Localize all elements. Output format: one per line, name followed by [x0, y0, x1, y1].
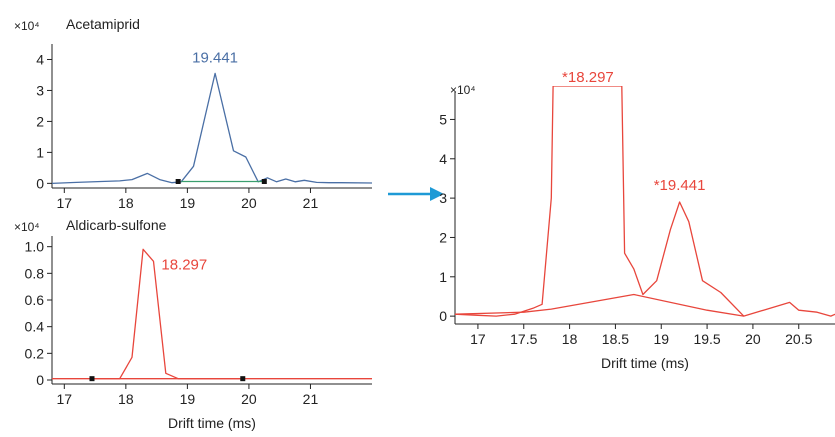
x-tick-label: 19.5 [693, 331, 720, 347]
aldicarb-series [52, 248, 372, 380]
aldicarb-sulfone-chart: ×10⁴ Aldicarb-sulfone 0 0.2 0.4 0.6 0.8 1.0 1… [14, 217, 372, 431]
series-line [52, 248, 372, 380]
y-tick-label: 0.2 [25, 345, 45, 361]
overlay-annotations: *18.297 *19.441 [562, 69, 705, 194]
y-tick-label: 0.4 [25, 319, 45, 335]
x-tick-label: 17.5 [510, 331, 537, 347]
x-tick-label: 18 [562, 331, 578, 347]
y-tick-label: 4 [439, 151, 447, 167]
aldicarb-y-ticks: 0 0.2 0.4 0.6 0.8 1.0 [25, 239, 52, 388]
peak-label: 19.441 [192, 50, 238, 67]
series-line [51, 72, 373, 185]
acetamiprid-chart: ×10⁴ Acetamiprid 0 1 2 3 4 17 18 19 20 21 19.441 [14, 16, 373, 211]
series-line [455, 293, 744, 317]
peak-label: *18.297 [562, 69, 614, 86]
x-tick-label: 18 [118, 195, 134, 211]
x-tick-label: 17 [57, 391, 73, 407]
overlay-exponent-label: ×10⁴ [450, 83, 476, 97]
acetamiprid-series [51, 72, 373, 185]
integration-marker [175, 178, 181, 184]
acetamiprid-y-ticks: 0 1 2 3 4 [36, 51, 52, 191]
integration-marker [261, 178, 267, 184]
acetamiprid-compound-label: Acetamiprid [66, 16, 140, 32]
right-arrow-icon [388, 187, 444, 201]
y-tick-label: 5 [439, 111, 447, 127]
integration-marker [240, 376, 246, 382]
y-tick-label: 0 [36, 175, 44, 191]
aldicarb-x-axis-label: Drift time (ms) [168, 415, 256, 431]
x-tick-label: 20 [241, 195, 257, 211]
x-tick-label: 20.5 [785, 331, 812, 347]
x-tick-label: 18 [118, 391, 134, 407]
acetamiprid-markers [175, 178, 267, 184]
x-tick-label: 20 [745, 331, 761, 347]
acetamiprid-exponent-label: ×10⁴ [14, 19, 40, 33]
x-tick-label: 19 [180, 195, 196, 211]
overlay-y-ticks: 0 1 2 3 4 5 [439, 111, 455, 324]
aldicarb-x-ticks: 17 18 19 20 21 [57, 384, 319, 407]
aldicarb-markers [89, 376, 246, 382]
y-tick-label: 0.8 [25, 265, 45, 281]
aldicarb-annotations: 18.297 [161, 256, 207, 273]
x-tick-label: 18.5 [602, 331, 629, 347]
overlay-series [455, 86, 835, 317]
overlay-chart: ×10⁴ 0 1 2 3 4 5 17 17.5 18 18.5 19 19.5 20 20.5 *18… [439, 69, 835, 371]
x-tick-label: 20 [241, 391, 257, 407]
y-tick-label: 2 [439, 229, 447, 245]
acetamiprid-annotations: 19.441 [192, 50, 238, 67]
y-tick-label: 0 [439, 308, 447, 324]
peak-label: 18.297 [161, 256, 207, 273]
y-tick-label: 3 [439, 190, 447, 206]
x-tick-label: 19 [180, 391, 196, 407]
y-tick-label: 0 [36, 372, 44, 388]
acetamiprid-x-ticks: 17 18 19 20 21 [57, 188, 319, 211]
y-tick-label: 1 [36, 144, 44, 160]
peak-label: *19.441 [654, 177, 706, 194]
series-line [455, 86, 835, 317]
aldicarb-compound-label: Aldicarb-sulfone [66, 217, 167, 233]
x-tick-label: 21 [303, 195, 319, 211]
y-tick-label: 2 [36, 113, 44, 129]
x-tick-label: 19 [653, 331, 669, 347]
integration-marker [89, 376, 95, 382]
y-tick-label: 1.0 [25, 239, 45, 255]
y-tick-label: 0.6 [25, 292, 45, 308]
x-tick-label: 17 [470, 331, 486, 347]
aldicarb-exponent-label: ×10⁴ [14, 220, 40, 234]
overlay-x-axis-label: Drift time (ms) [601, 355, 689, 371]
x-tick-label: 17 [57, 195, 73, 211]
x-tick-label: 21 [303, 391, 319, 407]
overlay-x-ticks: 17 17.5 18 18.5 19 19.5 20 20.5 [470, 324, 813, 347]
y-tick-label: 3 [36, 82, 44, 98]
y-tick-label: 4 [36, 51, 44, 67]
y-tick-label: 1 [439, 269, 447, 285]
